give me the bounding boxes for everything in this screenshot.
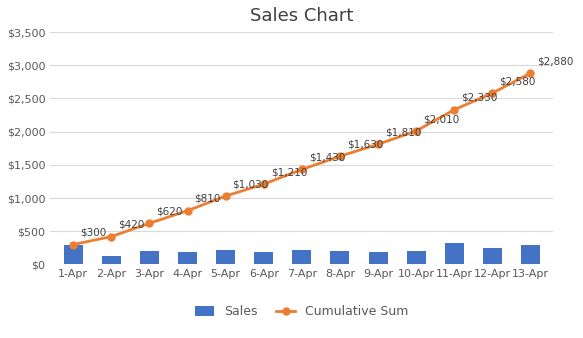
Title: Sales Chart: Sales Chart xyxy=(250,7,353,25)
Bar xyxy=(406,251,426,264)
Cumulative Sum xyxy=(222,194,229,198)
Legend: Sales, Cumulative Sum: Sales, Cumulative Sum xyxy=(190,300,413,323)
Bar xyxy=(292,250,311,264)
Bar xyxy=(483,248,502,264)
Line: Cumulative Sum: Cumulative Sum xyxy=(70,70,534,248)
Cumulative Sum xyxy=(184,209,191,213)
Bar xyxy=(216,250,235,264)
Cumulative Sum xyxy=(489,91,496,95)
Cumulative Sum xyxy=(451,108,458,112)
Text: $2,330: $2,330 xyxy=(461,93,497,103)
Cumulative Sum xyxy=(298,167,305,171)
Text: $2,580: $2,580 xyxy=(499,76,536,86)
Text: $1,430: $1,430 xyxy=(309,152,345,163)
Bar xyxy=(140,251,159,264)
Text: $1,210: $1,210 xyxy=(271,167,307,177)
Text: $2,880: $2,880 xyxy=(538,56,574,66)
Text: $1,630: $1,630 xyxy=(347,139,383,149)
Cumulative Sum xyxy=(146,221,153,225)
Text: $810: $810 xyxy=(195,194,221,204)
Cumulative Sum xyxy=(413,129,420,133)
Cumulative Sum xyxy=(70,242,77,246)
Bar xyxy=(331,251,349,264)
Cumulative Sum xyxy=(108,235,115,239)
Cumulative Sum xyxy=(374,142,381,146)
Bar xyxy=(102,257,121,264)
Text: $620: $620 xyxy=(156,206,183,216)
Text: $1,030: $1,030 xyxy=(233,179,269,189)
Text: $1,810: $1,810 xyxy=(385,127,422,137)
Bar xyxy=(254,252,273,264)
Cumulative Sum xyxy=(336,154,343,158)
Bar xyxy=(178,252,197,264)
Cumulative Sum xyxy=(260,182,267,186)
Bar xyxy=(64,244,83,264)
Text: $300: $300 xyxy=(80,227,107,238)
Cumulative Sum xyxy=(527,71,534,75)
Text: $420: $420 xyxy=(118,220,145,230)
Bar xyxy=(445,243,463,264)
Bar xyxy=(521,244,540,264)
Bar xyxy=(368,252,388,264)
Text: $2,010: $2,010 xyxy=(423,114,459,124)
